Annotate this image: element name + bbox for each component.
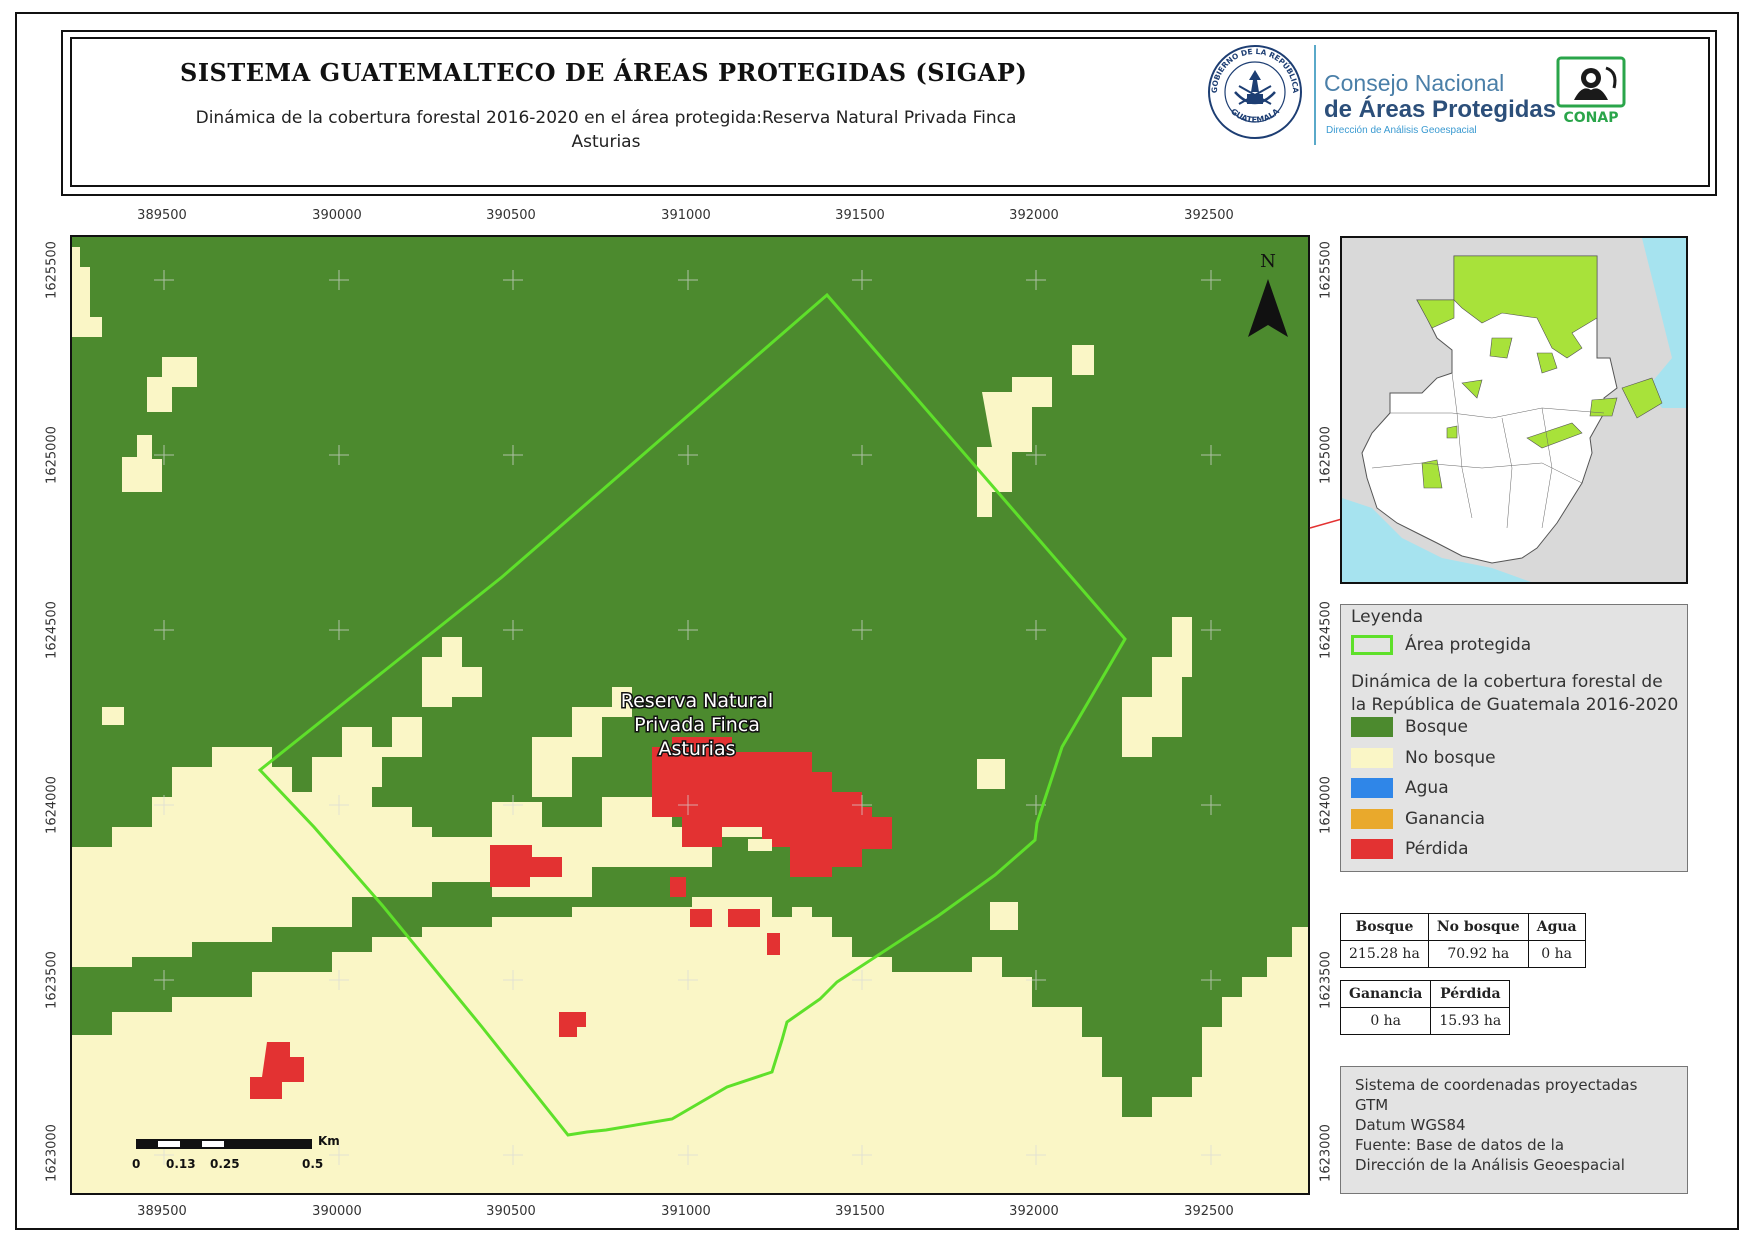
y-tick-right-2: 1624500 xyxy=(1318,601,1334,659)
x-tick-bottom-0: 389500 xyxy=(137,1204,187,1219)
protected-area-boundary xyxy=(257,292,1127,1137)
x-tick-top-0: 389500 xyxy=(137,208,187,223)
conap-logo-text: CONAP xyxy=(1564,110,1619,126)
stats-value-perdida: 15.93 ha xyxy=(1430,1007,1511,1035)
x-tick-bottom-2: 390500 xyxy=(486,1204,536,1219)
stats-value-ganancia: 0 ha xyxy=(1339,1007,1432,1035)
non-forest-areas xyxy=(72,247,1308,1193)
y-tick-right-5: 1623000 xyxy=(1318,1124,1334,1182)
x-tick-bottom-4: 391500 xyxy=(835,1204,885,1219)
y-tick-right-1: 1625000 xyxy=(1318,426,1334,484)
info-line-3: Fuente: Base de datos de la xyxy=(1355,1136,1565,1154)
y-tick-left-1: 1625000 xyxy=(44,426,60,484)
x-tick-top-5: 392000 xyxy=(1009,208,1059,223)
legend-swatch xyxy=(1351,839,1393,859)
logo-divider xyxy=(1314,45,1316,145)
legend-swatch xyxy=(1351,747,1393,768)
scale-label-3: 0.5 xyxy=(302,1157,324,1171)
forest-loss-areas xyxy=(250,737,892,1099)
y-tick-right-0: 1625500 xyxy=(1318,241,1334,299)
scale-label-2: 0.25 xyxy=(210,1157,240,1171)
stats-header-perdida: Pérdida xyxy=(1430,980,1511,1008)
scale-label-0: 0 xyxy=(132,1157,141,1171)
x-tick-top-4: 391500 xyxy=(835,208,885,223)
y-tick-left-2: 1624500 xyxy=(44,601,60,659)
map-canvas: Reserva Natural Privada Finca Asturias N xyxy=(72,237,1308,1193)
protected-area-label: Reserva Natural Privada Finca Asturias xyxy=(621,690,773,760)
legend-swatch xyxy=(1351,778,1393,798)
legend-swatch-area xyxy=(1351,635,1393,655)
y-tick-left-5: 1623000 xyxy=(44,1124,60,1182)
stats-value-agua: 0 ha xyxy=(1527,940,1586,968)
info-line-4: Dirección de la Análisis Geoespacial xyxy=(1355,1156,1625,1174)
x-tick-top-3: 391000 xyxy=(661,208,711,223)
area-label-line-2: Asturias xyxy=(658,738,735,760)
area-label-line-0: Reserva Natural xyxy=(621,690,773,712)
x-tick-bottom-5: 392000 xyxy=(1009,1204,1059,1219)
y-tick-right-4: 1623500 xyxy=(1318,951,1334,1009)
conap-logo: CONAP xyxy=(1556,56,1626,126)
legend-subtitle: Dinámica de la cobertura forestal de la … xyxy=(1351,672,1679,715)
north-arrow-label: N xyxy=(1260,251,1276,272)
y-tick-left-4: 1623500 xyxy=(44,951,60,1009)
map-title: SISTEMA GUATEMALTECO DE ÁREAS PROTEGIDAS… xyxy=(180,58,1028,87)
x-tick-bottom-1: 390000 xyxy=(312,1204,362,1219)
stats-table-2: Ganancia Pérdida 0 ha 15.93 ha xyxy=(1339,980,1511,1035)
stats-value-bosque: 215.28 ha xyxy=(1340,940,1429,968)
x-tick-top-2: 390500 xyxy=(486,208,536,223)
info-line-2: Datum WGS84 xyxy=(1355,1116,1466,1134)
locator-canvas xyxy=(1342,238,1686,582)
info-line-0: Sistema de coordenadas proyectadas xyxy=(1355,1076,1638,1094)
area-label-line-1: Privada Finca xyxy=(634,714,760,736)
y-tick-right-3: 1624000 xyxy=(1318,776,1334,834)
legend-label: Bosque xyxy=(1405,717,1468,737)
org-name-line2: de Áreas Protegidas xyxy=(1324,96,1557,123)
stats-header-agua: Agua xyxy=(1527,913,1586,941)
legend-label-area: Área protegida xyxy=(1405,635,1532,655)
header-box xyxy=(70,37,1710,187)
legend-label: Agua xyxy=(1405,778,1449,798)
x-tick-top-1: 390000 xyxy=(312,208,362,223)
legend-swatch xyxy=(1351,808,1393,829)
stats-header-bosque: Bosque xyxy=(1340,913,1429,941)
info-line-1: GTM xyxy=(1355,1096,1389,1114)
stats-value-no-bosque: 70.92 ha xyxy=(1427,940,1529,968)
legend-label: Pérdida xyxy=(1405,839,1469,859)
scale-bar: Km 0 0.13 0.25 0.5 xyxy=(132,1134,340,1177)
scale-label-1: 0.13 xyxy=(166,1157,196,1171)
stats-table-1: Bosque No bosque Agua 215.28 ha 70.92 ha… xyxy=(1340,913,1586,968)
x-tick-top-6: 392500 xyxy=(1184,208,1234,223)
legend-title: Leyenda xyxy=(1351,607,1424,627)
map-subtitle: Dinámica de la cobertura forestal 2016-2… xyxy=(195,108,1017,152)
stats-header-no-bosque: No bosque xyxy=(1427,913,1529,941)
y-tick-left-0: 1625500 xyxy=(44,241,60,299)
legend-label: No bosque xyxy=(1405,747,1496,768)
legend-swatch xyxy=(1351,717,1393,737)
legend: Leyenda Área protegida Dinámica de la co… xyxy=(1340,604,1688,872)
org-name-line1: Consejo Nacional xyxy=(1324,70,1505,96)
guatemala-seal-logo: GOBIERNO DE LA REPÚBLICA GUATEMALA xyxy=(1208,45,1302,139)
main-map[interactable]: Reserva Natural Privada Finca Asturias N K… xyxy=(70,235,1310,1195)
outer-frame xyxy=(15,12,1739,1230)
y-tick-left-3: 1624000 xyxy=(44,776,60,834)
coordinate-info-box: Sistema de coordenadas proyectadas GTM D… xyxy=(1340,1066,1688,1194)
legend-label: Ganancia xyxy=(1405,808,1486,829)
x-tick-bottom-6: 392500 xyxy=(1184,1204,1234,1219)
header-frame xyxy=(61,30,1717,196)
scale-unit: Km xyxy=(318,1134,340,1148)
x-tick-bottom-3: 391000 xyxy=(661,1204,711,1219)
org-department: Dirección de Análisis Geoespacial xyxy=(1326,125,1477,136)
stats-header-ganancia: Ganancia xyxy=(1339,980,1432,1008)
grid-crosses xyxy=(154,270,1221,1165)
locator-inset-map[interactable] xyxy=(1340,236,1688,584)
north-arrow: N xyxy=(1248,251,1288,337)
